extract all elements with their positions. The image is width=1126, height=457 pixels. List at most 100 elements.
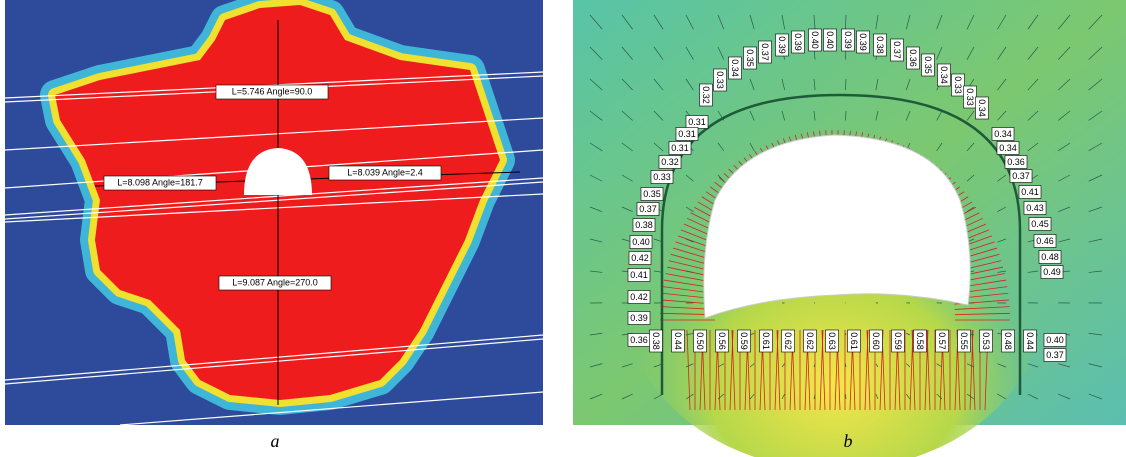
measure-label: L=8.039 Angle=2.4: [347, 167, 423, 177]
tag-box: [1001, 329, 1015, 353]
flow-arrow: [845, 333, 847, 336]
flow-arrow: [813, 363, 816, 368]
flow-arrow: [589, 142, 603, 152]
flow-arrow: [749, 393, 755, 400]
caption: b: [844, 431, 853, 451]
tag-box: [758, 40, 772, 64]
value-tag: 0.38: [632, 218, 656, 232]
flow-arrow: [589, 238, 603, 243]
flow-arrow: [866, 329, 871, 411]
tag-box: [668, 141, 692, 155]
flow-arrow: [717, 393, 725, 400]
flow-arrow: [621, 110, 633, 121]
value-label: 0.41: [1021, 187, 1039, 197]
value-tag: 0.31: [675, 127, 699, 141]
value-label: 0.62: [783, 332, 793, 350]
flow-arrow: [936, 393, 943, 400]
tag-box: [823, 28, 837, 52]
flow-arrow: [685, 238, 694, 243]
value-tag: 0.45: [1028, 217, 1052, 231]
flow-arrow: [1058, 78, 1071, 91]
value-label: 0.31: [671, 143, 689, 153]
value-label: 0.48: [1041, 252, 1059, 262]
value-tag: 0.39: [856, 30, 870, 54]
value-label: 0.41: [630, 270, 648, 280]
value-label: 0.40: [825, 31, 835, 49]
flow-arrow: [685, 174, 694, 182]
flow-arrow: [875, 363, 879, 368]
value-label: 0.61: [849, 332, 859, 350]
flow-arrow: [1027, 14, 1039, 30]
flow-arrow: [1027, 46, 1039, 60]
value-tag: 0.35: [640, 187, 664, 201]
value-tag: 0.42: [628, 251, 652, 265]
flow-arrow: [997, 393, 1007, 400]
measure-label: L=5.746 Angle=90.0: [232, 86, 313, 96]
flow-arrow: [1088, 142, 1103, 152]
tag-box: [979, 329, 993, 353]
flow-arrow: [653, 110, 664, 121]
flow-arrow: [966, 174, 975, 182]
value-label: 0.35: [643, 189, 661, 199]
value-tag: 0.35: [743, 46, 757, 70]
flow-arrow: [966, 14, 975, 30]
tag-box: [1038, 250, 1062, 264]
tag-box: [841, 28, 855, 52]
flow-arrow: [845, 14, 847, 30]
flow-arrow: [813, 14, 816, 30]
tag-box: [991, 127, 1015, 141]
flow-arrow: [1088, 46, 1103, 60]
value-label: 0.58: [915, 332, 925, 350]
label-box: [103, 175, 217, 191]
tag-box: [1040, 265, 1064, 279]
tag-box: [1009, 169, 1033, 183]
value-label: 0.49: [1043, 267, 1061, 277]
flow-arrow: [1027, 363, 1039, 368]
flow-arrow: [875, 110, 879, 121]
value-tag: 0.34: [728, 56, 742, 80]
flow-arrow: [966, 46, 975, 60]
tag-box: [627, 290, 651, 304]
flow-arrow: [589, 78, 603, 91]
tag-box: [1028, 217, 1052, 231]
value-tag: 0.59: [891, 329, 905, 353]
value-label: 0.40: [632, 237, 650, 247]
value-label: 0.42: [631, 253, 649, 263]
flow-arrow: [776, 329, 781, 411]
value-tag: 0.48: [1038, 250, 1062, 264]
value-tag: 0.60: [869, 329, 883, 353]
flow-arrow: [589, 110, 603, 121]
value-label: 0.39: [793, 33, 803, 51]
value-label: 0.32: [701, 86, 711, 104]
value-label: 0.37: [892, 41, 902, 59]
value-tag: 0.38: [649, 329, 663, 353]
value-label: 0.56: [717, 332, 727, 350]
flow-arrow: [717, 174, 725, 182]
tag-box: [1043, 348, 1067, 362]
flow-arrow: [589, 270, 603, 273]
flow-arrow: [621, 142, 633, 152]
value-tag: 0.32: [699, 83, 713, 107]
value-tag: 0.53: [979, 329, 993, 353]
value-label: 0.33: [653, 172, 671, 182]
value-label: 0.59: [893, 332, 903, 350]
flow-arrow: [589, 332, 603, 336]
value-label: 0.38: [651, 332, 661, 350]
value-tag: 0.34: [996, 141, 1020, 155]
value-label: 0.43: [1026, 203, 1044, 213]
value-label: 0.61: [761, 332, 771, 350]
tag-box: [1023, 201, 1047, 215]
tag-box: [873, 33, 887, 57]
tag-box: [937, 63, 951, 87]
flow-arrow: [1088, 78, 1103, 91]
tag-box: [975, 96, 989, 120]
value-tag: 0.61: [847, 329, 861, 353]
flow-arrow: [845, 394, 847, 400]
flow-arrow: [1058, 363, 1071, 368]
flow-arrow: [997, 46, 1007, 60]
flow-arrow: [813, 393, 816, 400]
flow-arrow: [936, 46, 943, 60]
flow-arrow: [911, 329, 916, 411]
tag-box: [1023, 329, 1037, 353]
value-tag: 0.31: [685, 115, 709, 129]
